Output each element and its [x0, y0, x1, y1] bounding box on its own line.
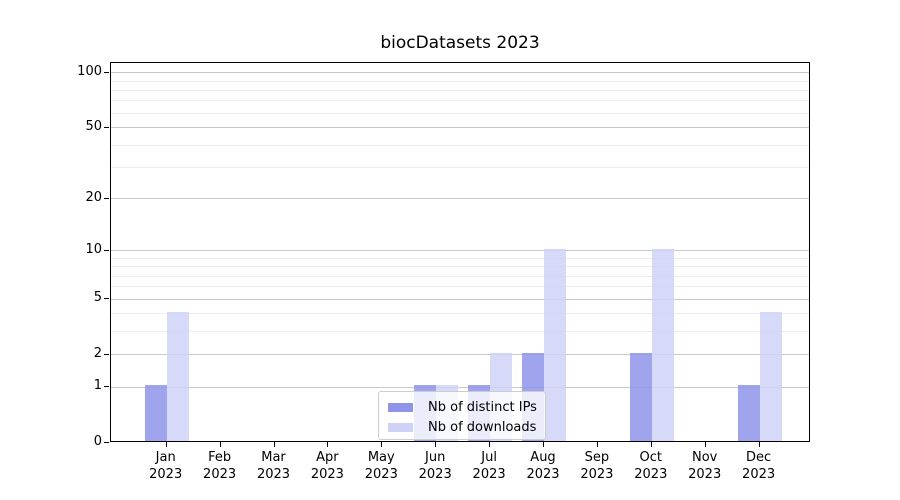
gridline-minor [111, 89, 809, 91]
grid-layer [111, 63, 809, 441]
x-tick-label: Aug 2023 [526, 450, 560, 482]
bar-downloads [759, 311, 782, 441]
gridline-major [111, 386, 809, 388]
y-tick-label: 1 [93, 378, 102, 394]
x-tick [596, 442, 598, 447]
legend-item-distinct-ips: Nb of distinct IPs [388, 397, 545, 417]
x-tick [489, 442, 491, 447]
x-tick [381, 442, 383, 447]
gridline-minor [111, 331, 809, 333]
gridline-minor [111, 166, 809, 168]
gridline-minor [111, 144, 809, 146]
x-tick-label: Jun 2023 [418, 450, 452, 482]
y-tick-label: 100 [77, 63, 102, 79]
gridline-minor [111, 286, 809, 288]
y-tick [104, 126, 109, 128]
x-tick-label: Dec 2023 [742, 450, 776, 482]
gridline-major [111, 250, 809, 252]
bar-distinct-ips [144, 385, 167, 441]
gridline-major [111, 354, 809, 356]
legend: Nb of distinct IPs Nb of downloads [378, 391, 546, 440]
x-tick-label: Sep 2023 [580, 450, 614, 482]
y-tick [104, 249, 109, 251]
y-tick [104, 197, 109, 199]
gridline-minor [111, 80, 809, 82]
x-tick [219, 442, 221, 447]
gridline-major [111, 127, 809, 129]
bar-distinct-ips [629, 352, 652, 441]
y-tick-label: 2 [93, 345, 102, 361]
x-tick [327, 442, 329, 447]
gridline-major [111, 298, 809, 300]
plot-area [110, 62, 810, 442]
gridline-minor [111, 257, 809, 259]
legend-item-downloads: Nb of downloads [388, 417, 545, 437]
x-tick [273, 442, 275, 447]
x-tick-label: Jul 2023 [472, 450, 506, 482]
y-tick [104, 442, 109, 443]
gridline-minor [111, 313, 809, 315]
legend-label-downloads: Nb of downloads [428, 419, 537, 435]
chart-title: biocDatasets 2023 [380, 33, 540, 53]
gridline-minor [111, 275, 809, 277]
y-tick-label: 50 [85, 118, 102, 134]
bar-downloads [651, 248, 674, 441]
y-tick-label: 10 [85, 241, 102, 257]
x-tick [704, 442, 706, 447]
x-tick-label: Jan 2023 [149, 450, 183, 482]
x-tick-label: Oct 2023 [634, 450, 668, 482]
x-tick [165, 442, 167, 447]
x-tick [435, 442, 437, 447]
gridline-major [111, 72, 809, 74]
x-tick-label: Nov 2023 [688, 450, 722, 482]
legend-swatch-distinct-ips [388, 402, 413, 412]
bar-distinct-ips [737, 385, 760, 441]
gridline-major [111, 198, 809, 200]
gridline-minor [111, 100, 809, 102]
x-tick [543, 442, 544, 447]
x-tick-label: May 2023 [364, 450, 398, 482]
y-tick [104, 386, 109, 388]
legend-swatch-downloads [388, 422, 413, 432]
gridline-minor [111, 112, 809, 114]
x-tick-label: Feb 2023 [203, 450, 237, 482]
gridline-minor [111, 266, 809, 268]
x-tick-label: Mar 2023 [256, 450, 291, 482]
bar-downloads [544, 248, 566, 441]
y-tick-label: 20 [85, 189, 102, 205]
y-tick [104, 71, 109, 73]
y-tick-label: 0 [93, 434, 102, 449]
x-tick-label: Apr 2023 [310, 450, 344, 482]
x-tick [758, 442, 760, 447]
y-tick [104, 298, 109, 300]
y-tick [104, 353, 109, 355]
bar-downloads [166, 311, 189, 441]
y-tick-label: 5 [93, 290, 102, 306]
legend-label-distinct-ips: Nb of distinct IPs [428, 399, 537, 415]
x-tick [650, 442, 652, 447]
